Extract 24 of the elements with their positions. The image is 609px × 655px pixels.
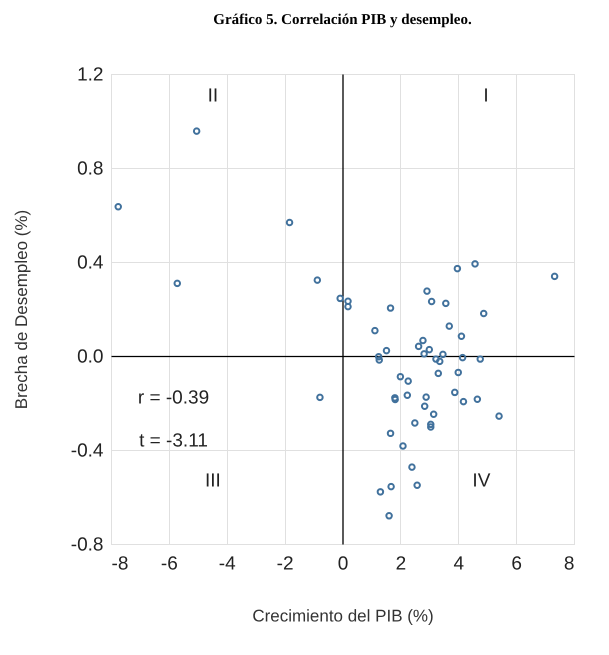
y-tick-label: -0.4: [70, 440, 104, 462]
y-tick-label: 0.8: [77, 158, 104, 180]
annotation: r = -0.39: [138, 387, 210, 408]
x-tick-label: 8: [564, 554, 574, 574]
x-tick-label: -4: [218, 554, 236, 574]
annotation: t = -3.11: [139, 430, 208, 452]
y-tick-label: -0.8: [70, 534, 104, 556]
y-axis-title: Brecha de Desempleo (%): [12, 210, 31, 410]
y-tick-label: 0.4: [77, 252, 104, 274]
x-tick-label: -6: [160, 554, 178, 574]
x-tick-label: 6: [511, 554, 522, 574]
x-tick-label: 0: [338, 554, 348, 574]
y-tick-label: 1.2: [77, 64, 104, 86]
annotation: III: [204, 470, 221, 492]
annotation: II: [208, 86, 218, 107]
y-tick-label: 0.0: [77, 346, 104, 368]
x-tick-label: -8: [112, 554, 128, 574]
x-tick-label: -2: [276, 554, 294, 574]
annotation: IV: [472, 470, 491, 492]
chart-title: Gráfico 5. Correlación PIB y desempleo.: [213, 12, 472, 28]
x-tick-label: 4: [453, 554, 464, 574]
x-axis-title: Crecimiento del PIB (%): [252, 606, 434, 626]
x-tick-label: 2: [396, 554, 406, 574]
annotation: I: [483, 86, 489, 107]
